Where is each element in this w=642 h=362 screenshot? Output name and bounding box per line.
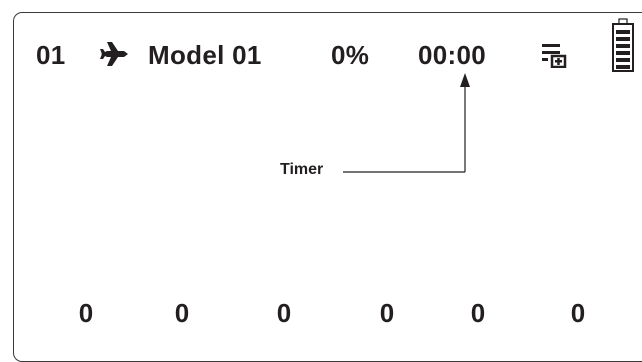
battery-bar (616, 65, 630, 69)
channel-value-3: 0 (276, 298, 292, 328)
battery-bar (616, 30, 630, 34)
airplane-icon (100, 42, 128, 66)
model-number: 01 (36, 40, 66, 70)
channel-value-2: 0 (174, 298, 190, 328)
throttle-percent: 0% (331, 40, 370, 70)
battery-bar (616, 58, 630, 62)
channel-value-5: 0 (470, 298, 486, 328)
channel-value-6: 0 (570, 298, 586, 328)
channel-value-1: 0 (78, 298, 94, 328)
channel-value-4: 0 (379, 298, 395, 328)
list-menu-icon[interactable] (541, 42, 568, 68)
battery-bar (616, 44, 630, 48)
model-name: Model 01 (148, 40, 262, 70)
battery-bar (616, 51, 630, 55)
timer-annotation (343, 73, 470, 173)
timer-callout-label: Timer (280, 161, 324, 178)
lcd-screen (13, 12, 642, 362)
timer-display: 00:00 (418, 40, 486, 70)
battery-bar (616, 37, 630, 41)
battery-icon (612, 18, 634, 72)
